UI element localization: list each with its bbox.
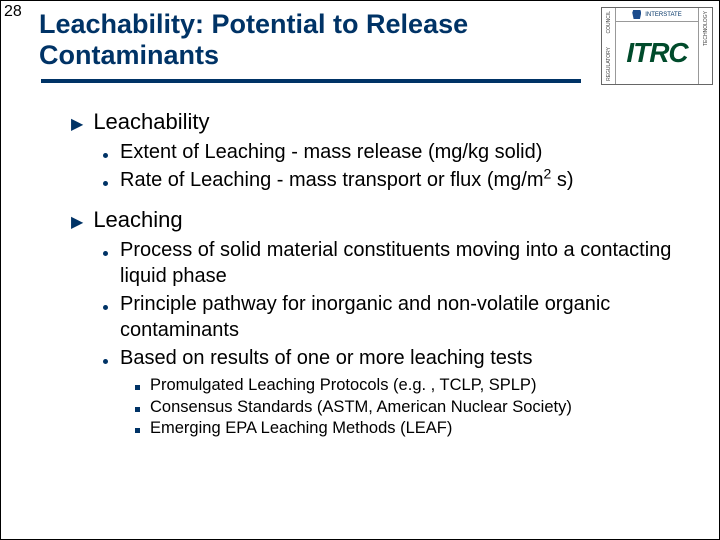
bullet-text: Based on results of one or more leaching… — [120, 345, 532, 371]
logo-top-row: INTERSTATE — [616, 8, 698, 22]
logo-top-label: INTERSTATE — [645, 12, 681, 18]
square-bullet-icon — [135, 385, 140, 390]
section-heading-text: Leachability — [93, 109, 209, 135]
section-heading-text: Leaching — [93, 207, 182, 233]
list-item: Rate of Leaching - mass transport or flu… — [103, 167, 679, 193]
sub-bullet-text: Promulgated Leaching Protocols (e.g. , T… — [150, 375, 536, 396]
list-item: Consensus Standards (ASTM, American Nucl… — [135, 397, 679, 418]
title-line-1: Leachability: Potential to Release — [39, 9, 468, 39]
logo-left-strip: COUNCIL REGULATORY — [602, 8, 616, 84]
bullet-text: Process of solid material constituents m… — [120, 237, 679, 289]
sub-bullet-text: Emerging EPA Leaching Methods (LEAF) — [150, 418, 452, 439]
list-item: Based on results of one or more leaching… — [103, 345, 679, 371]
shield-icon — [632, 10, 641, 19]
dot-bullet-icon — [103, 305, 108, 310]
list-item: Emerging EPA Leaching Methods (LEAF) — [135, 418, 679, 439]
logo-main-text: ITRC — [616, 22, 698, 84]
triangle-bullet-icon: ▶ — [71, 212, 83, 232]
bullet-text: Rate of Leaching - mass transport or flu… — [120, 167, 574, 193]
dot-bullet-icon — [103, 251, 108, 256]
logo-left-top-text: COUNCIL — [606, 11, 612, 34]
list-item: Process of solid material constituents m… — [103, 237, 679, 289]
logo-right-top-text: TECHNOLOGY — [703, 11, 709, 46]
slide-header: Leachability: Potential to Release Conta… — [1, 1, 719, 71]
logo-right-strip: TECHNOLOGY — [698, 8, 712, 84]
square-bullet-icon — [135, 407, 140, 412]
square-bullet-icon — [135, 428, 140, 433]
bullet-list: Process of solid material constituents m… — [71, 237, 679, 439]
bullet-text: Extent of Leaching - mass release (mg/kg… — [120, 139, 542, 165]
dot-bullet-icon — [103, 359, 108, 364]
list-item: Principle pathway for inorganic and non-… — [103, 291, 679, 343]
section-heading: ▶ Leaching — [71, 207, 679, 233]
bullet-text: Principle pathway for inorganic and non-… — [120, 291, 679, 343]
slide-content: ▶ Leachability Extent of Leaching - mass… — [1, 83, 719, 439]
itrc-logo: COUNCIL REGULATORY INTERSTATE ITRC TECHN… — [601, 7, 713, 85]
sub-bullet-text: Consensus Standards (ASTM, American Nucl… — [150, 397, 572, 418]
logo-left-bottom-text: REGULATORY — [606, 47, 612, 81]
dot-bullet-icon — [103, 153, 108, 158]
dot-bullet-icon — [103, 181, 108, 186]
list-item: Extent of Leaching - mass release (mg/kg… — [103, 139, 679, 165]
title-line-2: Contaminants — [39, 40, 219, 70]
list-item: Promulgated Leaching Protocols (e.g. , T… — [135, 375, 679, 396]
section-heading: ▶ Leachability — [71, 109, 679, 135]
bullet-list: Extent of Leaching - mass release (mg/kg… — [71, 139, 679, 193]
sub-bullet-list: Promulgated Leaching Protocols (e.g. , T… — [103, 375, 679, 439]
logo-middle: INTERSTATE ITRC — [616, 8, 698, 84]
triangle-bullet-icon: ▶ — [71, 114, 83, 134]
